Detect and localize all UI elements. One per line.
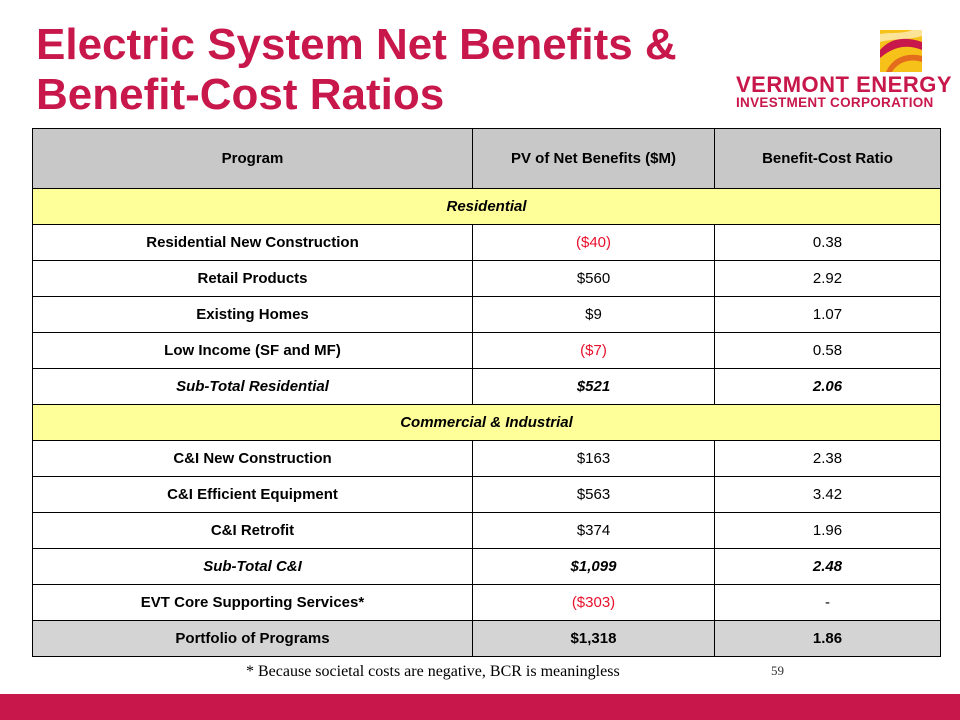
footnote: * Because societal costs are negative, B… — [246, 663, 620, 680]
program-cell: Low Income (SF and MF) — [32, 332, 473, 369]
program-cell: EVT Core Supporting Services* — [32, 584, 473, 621]
program-cell: C&I Efficient Equipment — [32, 476, 473, 513]
bcr-cell: 0.38 — [714, 224, 941, 261]
section-label: Commercial & Industrial — [32, 404, 941, 441]
header-pv-net-benefits: PV of Net Benefits ($M) — [472, 128, 715, 189]
pv-net-benefits-cell: $521 — [472, 368, 715, 405]
sun-swirl-logo-icon — [880, 30, 922, 72]
program-cell: Portfolio of Programs — [32, 620, 473, 657]
pv-net-benefits-cell: $560 — [472, 260, 715, 297]
program-cell: Sub-Total Residential — [32, 368, 473, 405]
pv-net-benefits-cell: ($303) — [472, 584, 715, 621]
header-benefit-cost-ratio: Benefit-Cost Ratio — [714, 128, 941, 189]
benefits-table: Program PV of Net Benefits ($M) Benefit-… — [32, 128, 941, 657]
table-row: C&I Efficient Equipment $563 3.42 — [32, 476, 941, 513]
program-cell: C&I New Construction — [32, 440, 473, 477]
pv-net-benefits-cell: $9 — [472, 296, 715, 333]
program-cell: Existing Homes — [32, 296, 473, 333]
pv-net-benefits-cell: $163 — [472, 440, 715, 477]
bottom-accent-bar — [0, 694, 960, 720]
pv-net-benefits-cell: $1,318 — [472, 620, 715, 657]
page-number: 59 — [771, 663, 784, 678]
bcr-cell: 1.86 — [714, 620, 941, 657]
logo-line-2: INVESTMENT CORPORATION — [736, 95, 934, 110]
section-label: Residential — [32, 188, 941, 225]
table-body: Residential Residential New Construction(… — [32, 188, 941, 657]
table-header-row: Program PV of Net Benefits ($M) Benefit-… — [32, 128, 941, 189]
bcr-cell: 3.42 — [714, 476, 941, 513]
table-row: Residential New Construction ($40) 0.38 — [32, 224, 941, 261]
section-header-row: Residential — [32, 188, 941, 225]
program-cell: Residential New Construction — [32, 224, 473, 261]
pv-net-benefits-cell: $563 — [472, 476, 715, 513]
table-row: Existing Homes $9 1.07 — [32, 296, 941, 333]
program-cell: Sub-Total C&I — [32, 548, 473, 585]
section-header-row: Commercial & Industrial — [32, 404, 941, 441]
program-cell: C&I Retrofit — [32, 512, 473, 549]
bcr-cell: 1.07 — [714, 296, 941, 333]
page-title: Electric System Net Benefits & Benefit-C… — [36, 20, 677, 119]
pv-net-benefits-cell: $1,099 — [472, 548, 715, 585]
subtotal-row: Sub-Total C&I $1,099 2.48 — [32, 548, 941, 585]
header-program: Program — [32, 128, 473, 189]
table-row: EVT Core Supporting Services* ($303) - — [32, 584, 941, 621]
table-row: Retail Products $560 2.92 — [32, 260, 941, 297]
table-row: C&I Retrofit $374 1.96 — [32, 512, 941, 549]
bcr-cell: 2.06 — [714, 368, 941, 405]
table-row: Low Income (SF and MF) ($7) 0.58 — [32, 332, 941, 369]
vermont-energy-logo: VERMONT ENERGY INVESTMENT CORPORATION — [728, 28, 952, 110]
bcr-cell: 1.96 — [714, 512, 941, 549]
bcr-cell: 2.48 — [714, 548, 941, 585]
pv-net-benefits-cell: ($7) — [472, 332, 715, 369]
bcr-cell: - — [714, 584, 941, 621]
table-row: C&I New Construction $163 2.38 — [32, 440, 941, 477]
bcr-cell: 2.38 — [714, 440, 941, 477]
program-cell: Retail Products — [32, 260, 473, 297]
subtotal-row: Sub-Total Residential $521 2.06 — [32, 368, 941, 405]
pv-net-benefits-cell: ($40) — [472, 224, 715, 261]
pv-net-benefits-cell: $374 — [472, 512, 715, 549]
logo-line-1: VERMONT ENERGY — [736, 72, 953, 97]
bcr-cell: 0.58 — [714, 332, 941, 369]
total-row: Portfolio of Programs $1,318 1.86 — [32, 620, 941, 657]
bcr-cell: 2.92 — [714, 260, 941, 297]
